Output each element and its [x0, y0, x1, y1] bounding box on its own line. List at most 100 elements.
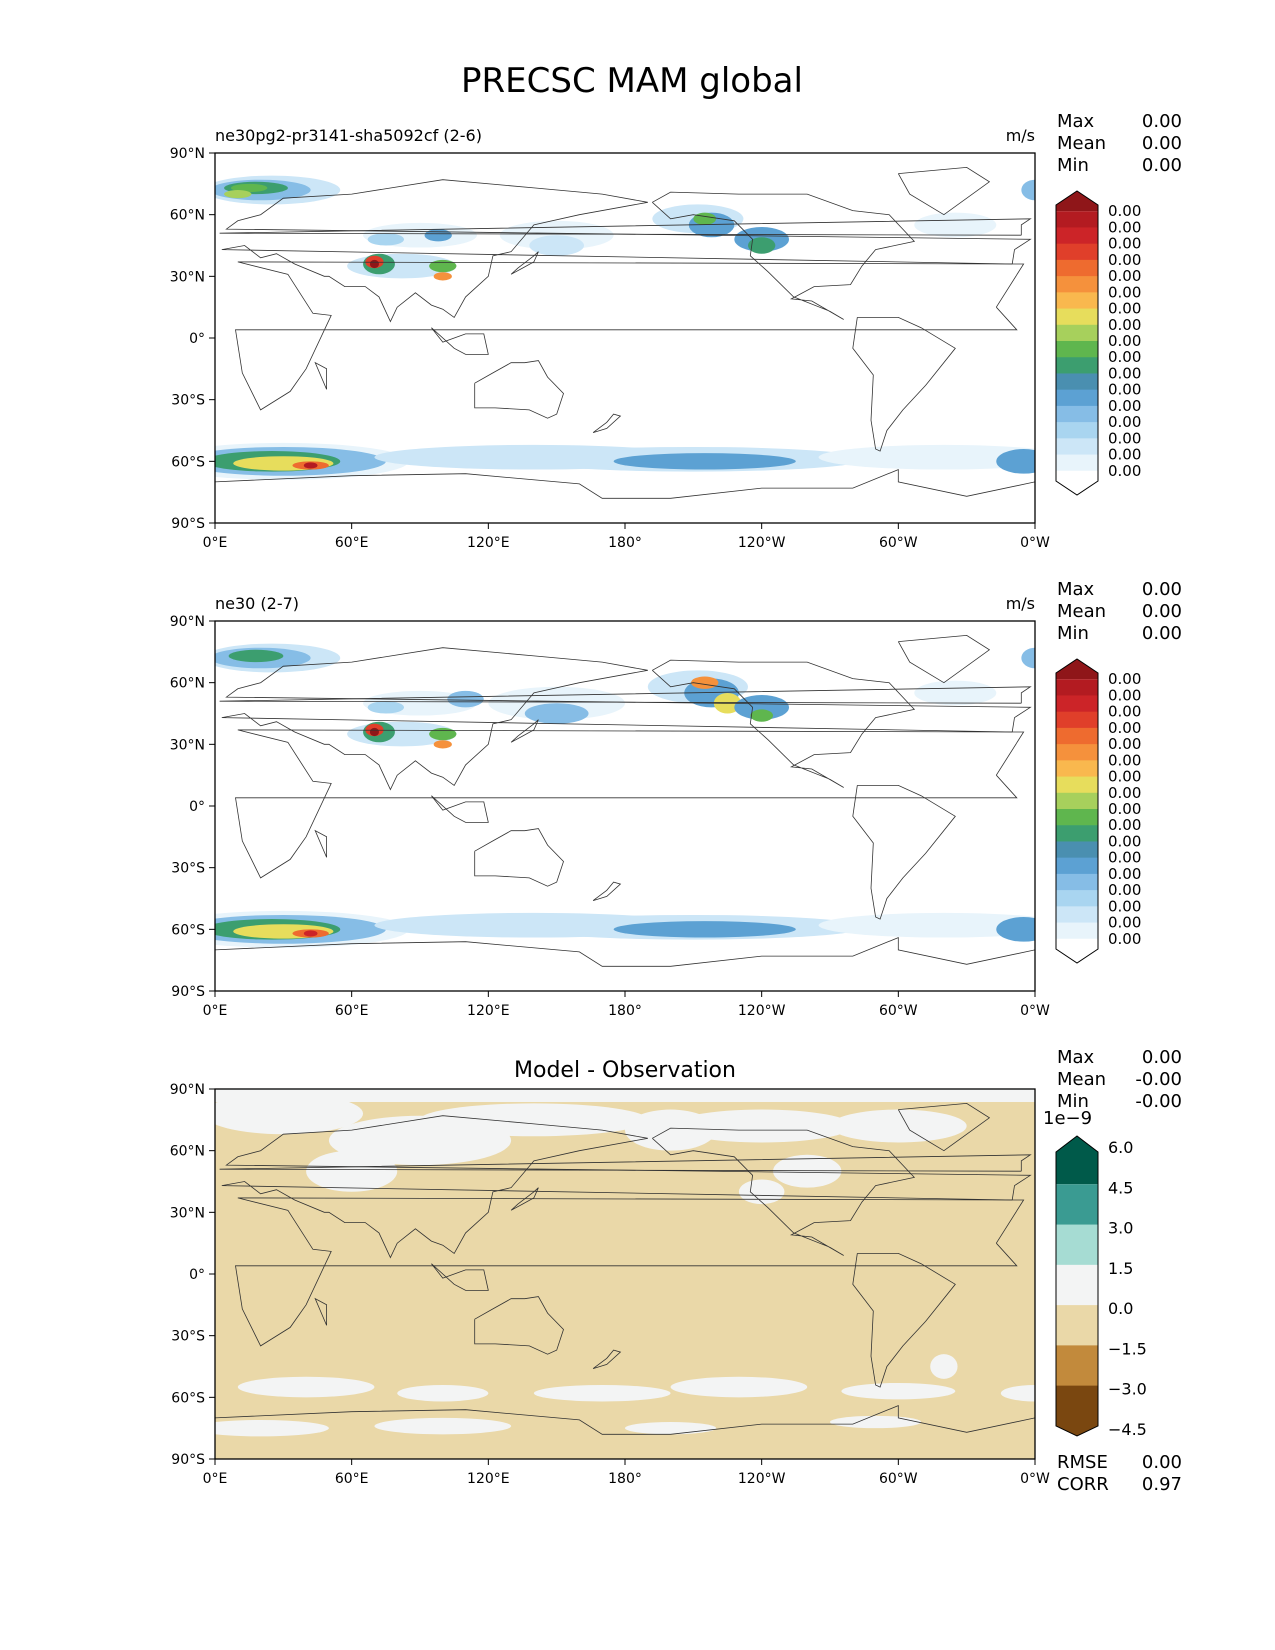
map-field: [215, 153, 1035, 523]
coastline: [431, 795, 489, 823]
y-tick-label: 90°N: [170, 146, 205, 162]
colorbar-swatch: [1056, 324, 1098, 342]
colorbar-label: 0.00: [1108, 429, 1141, 447]
coastline: [219, 218, 1032, 236]
colorbar-swatch: [1056, 744, 1098, 761]
colorbar-label: 0.00: [1108, 800, 1141, 818]
difference-contour: [830, 1109, 967, 1143]
precip-contour: [367, 701, 405, 714]
precip-contour: [613, 453, 796, 470]
precip-contour: [1021, 179, 1035, 201]
colorbar-swatch: [1056, 809, 1098, 826]
coastline: [221, 1115, 1032, 1259]
panel-title: ne30pg2-pr3141-sha5092cf (2-6): [215, 126, 482, 145]
coastline: [235, 1197, 1025, 1347]
colorbar-swatch: [1056, 890, 1098, 907]
precip-contour: [818, 912, 1035, 938]
coastline: [215, 1405, 1035, 1435]
stat-label-mean: Mean: [1057, 133, 1106, 154]
x-tick-label: 120°E: [467, 1003, 510, 1019]
precip-contour: [914, 680, 997, 706]
colorbar-swatch: [1056, 1345, 1098, 1387]
colorbar-label: 0.00: [1108, 283, 1141, 301]
colorbar-swatch: [1056, 1305, 1098, 1346]
x-tick-label: 120°W: [738, 1471, 786, 1487]
precip-contour: [369, 727, 380, 737]
colorbar-swatch: [1056, 711, 1098, 729]
difference-contour: [738, 1179, 785, 1205]
colorbar-label: −4.5: [1108, 1420, 1147, 1439]
units-label: m/s: [1006, 126, 1035, 145]
difference-contour: [237, 1376, 375, 1398]
difference-contour: [773, 1154, 842, 1188]
difference-contour: [625, 1422, 717, 1435]
colorbar-label: 6.0: [1108, 1138, 1133, 1157]
colorbar-label: 0.00: [1108, 930, 1141, 948]
polar-light-band: [215, 1089, 1035, 1102]
coastline: [652, 1127, 916, 1256]
coastline: [314, 361, 327, 390]
precip-contour: [224, 190, 252, 199]
y-tick-label: 90°S: [171, 516, 205, 532]
precip-contour: [433, 740, 452, 749]
colorbar-swatch: [1056, 841, 1098, 859]
colorbar-swatch: [1056, 695, 1098, 713]
y-tick-label: 30°N: [170, 1205, 205, 1221]
colorbar-swatch: [1056, 659, 1098, 680]
coastline: [431, 327, 489, 355]
colorbar-swatch: [1056, 938, 1098, 963]
coastline: [652, 659, 916, 788]
precip-contour: [369, 259, 380, 269]
colorbar-swatch: [1056, 405, 1098, 423]
y-tick-label: 30°N: [170, 269, 205, 285]
precip-contour: [996, 917, 1035, 942]
panel-title: ne30 (2-7): [215, 594, 299, 613]
colorbar-swatch: [1056, 454, 1098, 472]
colorbar-label: 0.00: [1108, 832, 1141, 850]
coastline: [592, 881, 622, 901]
coastline: [221, 647, 1032, 791]
difference-contour: [1000, 1385, 1035, 1402]
y-tick-label: 90°S: [171, 984, 205, 1000]
x-tick-label: 120°E: [467, 535, 510, 551]
colorbar-label: 0.00: [1108, 348, 1141, 366]
colorbar-swatch: [1056, 776, 1098, 794]
colorbar-swatch: [1056, 727, 1098, 745]
coastline: [219, 686, 1032, 704]
colorbar-label: 0.00: [1108, 397, 1141, 415]
map-panel-3: 0°E 60°E 120°E 180° 120°W 60°W 0°W 90°N 60°N 30°N…: [170, 1047, 1182, 1495]
y-tick-label: 60°S: [171, 1390, 205, 1406]
colorbar-swatch: [1056, 1184, 1098, 1226]
colorbar-label: 0.00: [1108, 735, 1141, 753]
difference-contour: [670, 1376, 808, 1398]
colorbar-outline: [1055, 190, 1099, 496]
coastline: [221, 179, 1032, 323]
coastline: [215, 469, 1035, 499]
colorbar-exponent: 1e−9: [1043, 1108, 1092, 1129]
colorbar-label: 0.00: [1108, 267, 1141, 285]
colorbar-swatch: [1056, 308, 1098, 326]
units-label: m/s: [1006, 594, 1035, 613]
stat-value-max: 0.00: [1142, 579, 1182, 600]
coastline: [219, 1154, 1032, 1172]
stat-value-mean: -0.00: [1135, 1069, 1182, 1090]
y-tick-label: 90°N: [170, 614, 205, 630]
colorbar: 0.000.000.000.000.000.000.000.000.000.00…: [1055, 658, 1141, 964]
stat-label-max: Max: [1057, 1047, 1095, 1068]
stat-value-mean: 0.00: [1142, 133, 1182, 154]
precip-contour: [613, 921, 796, 938]
coastline: [474, 360, 564, 419]
difference-contour: [306, 1150, 398, 1192]
x-tick-label: 60°W: [879, 535, 918, 551]
colorbar-label: 0.00: [1108, 218, 1141, 236]
colorbar-swatch: [1056, 341, 1098, 358]
colorbar-label: 0.00: [1108, 381, 1141, 399]
x-tick-label: 120°W: [738, 535, 786, 551]
x-tick-label: 180°: [608, 535, 642, 551]
difference-contour: [420, 1103, 648, 1137]
difference-contour: [841, 1382, 956, 1400]
x-tick-label: 0°W: [1020, 535, 1050, 551]
colorbar-label: −3.0: [1108, 1380, 1147, 1399]
stat-label-rmse: RMSE: [1057, 1452, 1108, 1473]
colorbar-swatch: [1056, 438, 1098, 456]
